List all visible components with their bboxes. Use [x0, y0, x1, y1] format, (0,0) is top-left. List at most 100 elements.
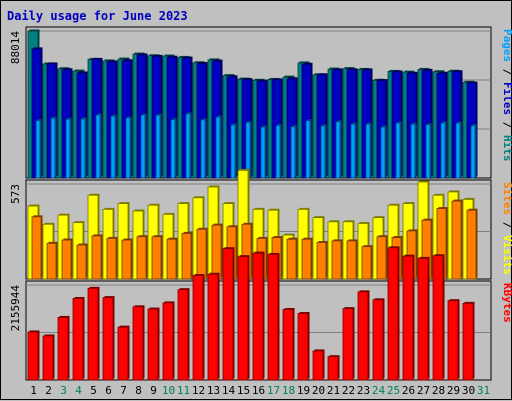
bar-sites-24: [376, 236, 387, 280]
bar-pages-30: [470, 125, 476, 179]
x-tick-15: 15: [237, 384, 250, 397]
x-tick-30: 30: [462, 384, 475, 397]
bar-sites-10: [166, 238, 177, 280]
legend-sites: Sites: [501, 182, 512, 215]
bar-kbytes-18: [282, 309, 294, 381]
bar-pages-2: [50, 117, 56, 179]
x-tick-6: 6: [105, 384, 112, 397]
legend-kbytes: KBytes: [501, 283, 512, 323]
bar-pages-9: [155, 114, 161, 179]
bar-pages-13: [215, 116, 221, 179]
bar-kbytes-24: [372, 299, 384, 381]
bar-sites-30: [466, 209, 477, 280]
chart-panels: 88014 Pages / Files / Hits 573 Sites / Visi…: [9, 26, 512, 381]
bar-pages-23: [365, 123, 371, 179]
bar-pages-21: [335, 121, 341, 179]
legend-hits: Hits: [501, 135, 512, 162]
bar-kbytes-27: [417, 257, 429, 381]
bar-pages-18: [290, 126, 296, 179]
x-tick-27: 27: [417, 384, 430, 397]
bar-sites-19: [301, 238, 312, 280]
bar-kbytes-15: [237, 256, 249, 381]
x-tick-29: 29: [447, 384, 460, 397]
bar-kbytes-12: [192, 275, 204, 381]
legend-text-kbytes: KBytes: [501, 283, 512, 323]
bar-kbytes-9: [147, 308, 159, 381]
x-tick-7: 7: [120, 384, 127, 397]
panel-kbytes: 2155944 KBytes: [9, 246, 512, 381]
bar-pages-5: [95, 114, 101, 179]
x-tick-23: 23: [357, 384, 370, 397]
legend-visits: Visits: [501, 235, 512, 275]
x-tick-4: 4: [75, 384, 82, 397]
bar-kbytes-14: [222, 248, 234, 381]
legend-text-hits: Pages / Files / Hits: [501, 29, 512, 162]
bar-pages-1: [35, 120, 41, 179]
x-tick-13: 13: [207, 384, 220, 397]
y-max-label-visits: 573: [9, 184, 22, 204]
legend-files: Files: [501, 82, 512, 115]
bar-sites-29: [451, 200, 462, 280]
bar-pages-22: [350, 123, 356, 179]
bar-pages-11: [185, 113, 191, 179]
bar-pages-17: [275, 125, 281, 179]
bar-kbytes-23: [357, 291, 369, 381]
bar-kbytes-25: [387, 247, 399, 381]
bar-kbytes-26: [402, 255, 414, 381]
bar-kbytes-8: [132, 306, 144, 381]
x-tick-9: 9: [150, 384, 157, 397]
legend-hits: Pages / Files / Hits: [501, 29, 512, 162]
legend-text-visits: Sites / Visits: [501, 182, 512, 275]
bar-kbytes-20: [312, 350, 324, 381]
bar-sites-18: [286, 238, 297, 280]
bar-kbytes-2: [42, 335, 54, 381]
x-tick-31: 31: [477, 384, 490, 397]
bar-sites-21: [331, 240, 342, 280]
bar-sites-11: [181, 233, 192, 280]
bar-kbytes-10: [162, 302, 174, 381]
bar-pages-14: [230, 124, 236, 179]
x-tick-5: 5: [90, 384, 97, 397]
x-tick-26: 26: [402, 384, 415, 397]
x-tick-12: 12: [192, 384, 205, 397]
x-tick-1: 1: [30, 384, 37, 397]
bar-sites-12: [196, 228, 207, 280]
y-max-label-hits: 88014: [9, 31, 22, 64]
legend-kbytes: KBytes: [501, 283, 512, 323]
bar-sites-8: [136, 236, 147, 280]
x-tick-24: 24: [372, 384, 386, 397]
bar-pages-26: [410, 123, 416, 179]
chart-title: Daily usage for June 2023: [7, 9, 188, 23]
x-tick-20: 20: [312, 384, 325, 397]
bar-kbytes-28: [432, 255, 444, 381]
bar-kbytes-11: [177, 289, 189, 381]
x-tick-28: 28: [432, 384, 445, 397]
x-tick-17: 17: [267, 384, 280, 397]
bar-kbytes-29: [447, 300, 459, 381]
bar-kbytes-7: [117, 326, 129, 381]
y-max-label-kbytes: 2155944: [9, 285, 22, 332]
bar-sites-13: [211, 224, 222, 280]
bar-pages-29: [455, 122, 461, 179]
bar-kbytes-3: [57, 317, 69, 381]
x-tick-21: 21: [327, 384, 340, 397]
x-tick-10: 10: [162, 384, 175, 397]
bar-sites-20: [316, 242, 327, 280]
bar-pages-20: [320, 125, 326, 179]
bar-sites-5: [91, 235, 102, 280]
bar-sites-7: [121, 239, 132, 280]
panel-hits: 88014 Pages / Files / Hits: [9, 26, 512, 179]
legend-separator: /: [501, 62, 512, 82]
x-tick-18: 18: [282, 384, 295, 397]
bar-pages-28: [440, 122, 446, 179]
bar-kbytes-4: [72, 298, 84, 381]
bar-kbytes-1: [27, 331, 39, 381]
bar-kbytes-17: [267, 254, 279, 381]
bar-sites-2: [46, 242, 57, 280]
legend-separator: /: [501, 115, 512, 135]
bar-pages-10: [170, 119, 176, 179]
x-axis-labels: 1 2 3 4 5 6 7 8 9 10 11 12 13 14 15 16 17 18 19 20 21 22 23 24 2…: [30, 384, 490, 397]
bar-kbytes-6: [102, 297, 114, 381]
bar-pages-27: [425, 124, 431, 179]
